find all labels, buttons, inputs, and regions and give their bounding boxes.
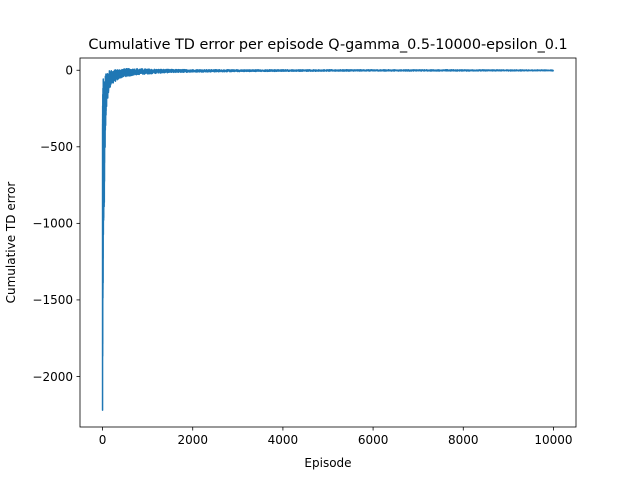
x-axis: 0 2000 4000 6000 8000 10000 [99, 427, 573, 447]
y-tick-label: −500 [40, 140, 73, 154]
x-tick-label: 6000 [358, 433, 389, 447]
y-tick-label: −1000 [32, 217, 73, 231]
x-axis-label: Episode [304, 456, 351, 470]
y-tick-label: −2000 [32, 370, 73, 384]
x-tick-label: 10000 [534, 433, 572, 447]
chart-title: Cumulative TD error per episode Q-gamma_… [88, 37, 567, 53]
series-line [101, 67, 555, 411]
axes-frame [79, 57, 577, 428]
y-tick-label: −1500 [32, 293, 73, 307]
y-tick-label: 0 [65, 64, 73, 78]
x-tick-label: 8000 [448, 433, 479, 447]
x-tick-label: 2000 [177, 433, 208, 447]
y-axis-label: Cumulative TD error [4, 182, 18, 304]
x-tick-label: 0 [99, 433, 107, 447]
x-tick-label: 4000 [268, 433, 299, 447]
plot-area [101, 67, 555, 411]
y-axis: 0 −500 −1000 −1500 −2000 [32, 64, 80, 384]
